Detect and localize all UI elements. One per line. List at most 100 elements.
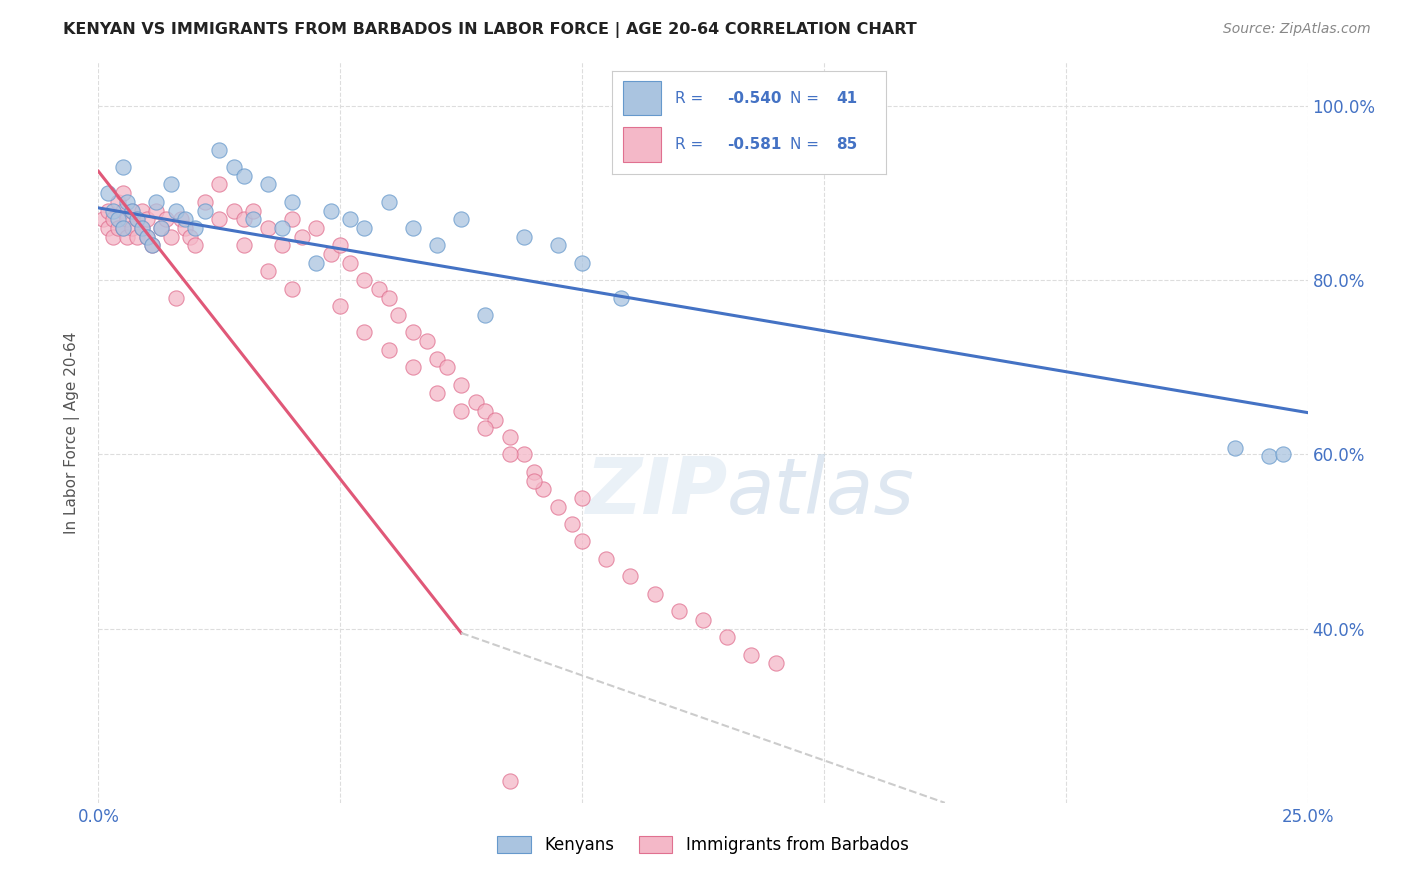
Point <box>353 273 375 287</box>
Point <box>107 212 129 227</box>
Point <box>184 221 207 235</box>
Point <box>232 238 254 252</box>
Point <box>160 229 183 244</box>
Point <box>319 203 342 218</box>
Text: KENYAN VS IMMIGRANTS FROM BARBADOS IN LABOR FORCE | AGE 20-64 CORRELATION CHART: KENYAN VS IMMIGRANTS FROM BARBADOS IN LA… <box>63 22 917 38</box>
Point <box>194 194 217 209</box>
Point <box>107 221 129 235</box>
Point <box>498 430 520 444</box>
Text: Source: ZipAtlas.com: Source: ZipAtlas.com <box>1223 22 1371 37</box>
Point <box>281 282 304 296</box>
Point <box>179 229 201 244</box>
Point <box>644 587 666 601</box>
Point <box>256 264 278 278</box>
Text: 41: 41 <box>837 90 858 105</box>
Point <box>150 221 173 235</box>
Point <box>498 447 520 461</box>
Point <box>256 178 278 192</box>
Point <box>208 143 231 157</box>
Point <box>610 291 633 305</box>
Point <box>1223 442 1246 456</box>
Point <box>290 229 312 244</box>
Point <box>692 613 714 627</box>
Point <box>426 386 449 401</box>
Point <box>121 203 143 218</box>
Text: R =: R = <box>675 136 707 152</box>
Point <box>619 569 641 583</box>
Point <box>368 282 391 296</box>
Point <box>513 229 536 244</box>
Text: N =: N = <box>790 90 824 105</box>
Point <box>117 194 139 209</box>
Point <box>765 657 787 671</box>
Point <box>111 186 134 200</box>
Point <box>111 160 134 174</box>
Point <box>101 229 124 244</box>
Point <box>127 229 149 244</box>
Bar <box>623 127 661 161</box>
Point <box>474 404 496 418</box>
Point <box>571 491 593 505</box>
Point <box>387 308 409 322</box>
Point <box>232 212 254 227</box>
Point <box>111 203 134 218</box>
Point <box>165 203 187 218</box>
Point <box>101 203 124 218</box>
Legend: Kenyans, Immigrants from Barbados: Kenyans, Immigrants from Barbados <box>491 830 915 861</box>
Point <box>131 221 153 235</box>
Point <box>339 212 361 227</box>
Point <box>117 229 139 244</box>
Point <box>281 194 304 209</box>
Point <box>377 194 399 209</box>
Point <box>141 238 163 252</box>
Point <box>402 221 425 235</box>
Point <box>111 221 134 235</box>
Point <box>222 160 245 174</box>
Point <box>595 552 617 566</box>
Y-axis label: In Labor Force | Age 20-64: In Labor Force | Age 20-64 <box>63 332 80 533</box>
Point <box>498 774 520 789</box>
Point <box>1257 449 1279 463</box>
Text: -0.581: -0.581 <box>727 136 782 152</box>
Point <box>416 334 439 348</box>
Point <box>145 203 167 218</box>
Text: 85: 85 <box>837 136 858 152</box>
Point <box>426 238 449 252</box>
Point <box>547 500 569 514</box>
Point <box>117 212 139 227</box>
Point <box>135 229 157 244</box>
Point <box>174 212 197 227</box>
Point <box>339 256 361 270</box>
Point <box>377 291 399 305</box>
Point <box>169 212 191 227</box>
Point <box>523 474 546 488</box>
Text: atlas: atlas <box>727 454 915 530</box>
Point <box>450 212 472 227</box>
Point <box>740 648 762 662</box>
Text: ZIP: ZIP <box>585 454 727 530</box>
Text: R =: R = <box>675 90 707 105</box>
Point <box>135 212 157 227</box>
Point <box>184 238 207 252</box>
Point <box>97 186 120 200</box>
Point <box>450 404 472 418</box>
Point <box>127 212 149 227</box>
Point <box>668 604 690 618</box>
Point <box>571 534 593 549</box>
Point <box>353 221 375 235</box>
Point <box>484 412 506 426</box>
Point <box>131 203 153 218</box>
Point <box>271 221 294 235</box>
Point <box>450 377 472 392</box>
Point <box>513 447 536 461</box>
Point <box>194 203 217 218</box>
Point <box>353 326 375 340</box>
Point <box>547 238 569 252</box>
Point <box>121 221 143 235</box>
Point <box>464 395 486 409</box>
Point <box>474 308 496 322</box>
Point <box>329 299 352 313</box>
Point <box>141 238 163 252</box>
Point <box>402 360 425 375</box>
Point <box>208 178 231 192</box>
